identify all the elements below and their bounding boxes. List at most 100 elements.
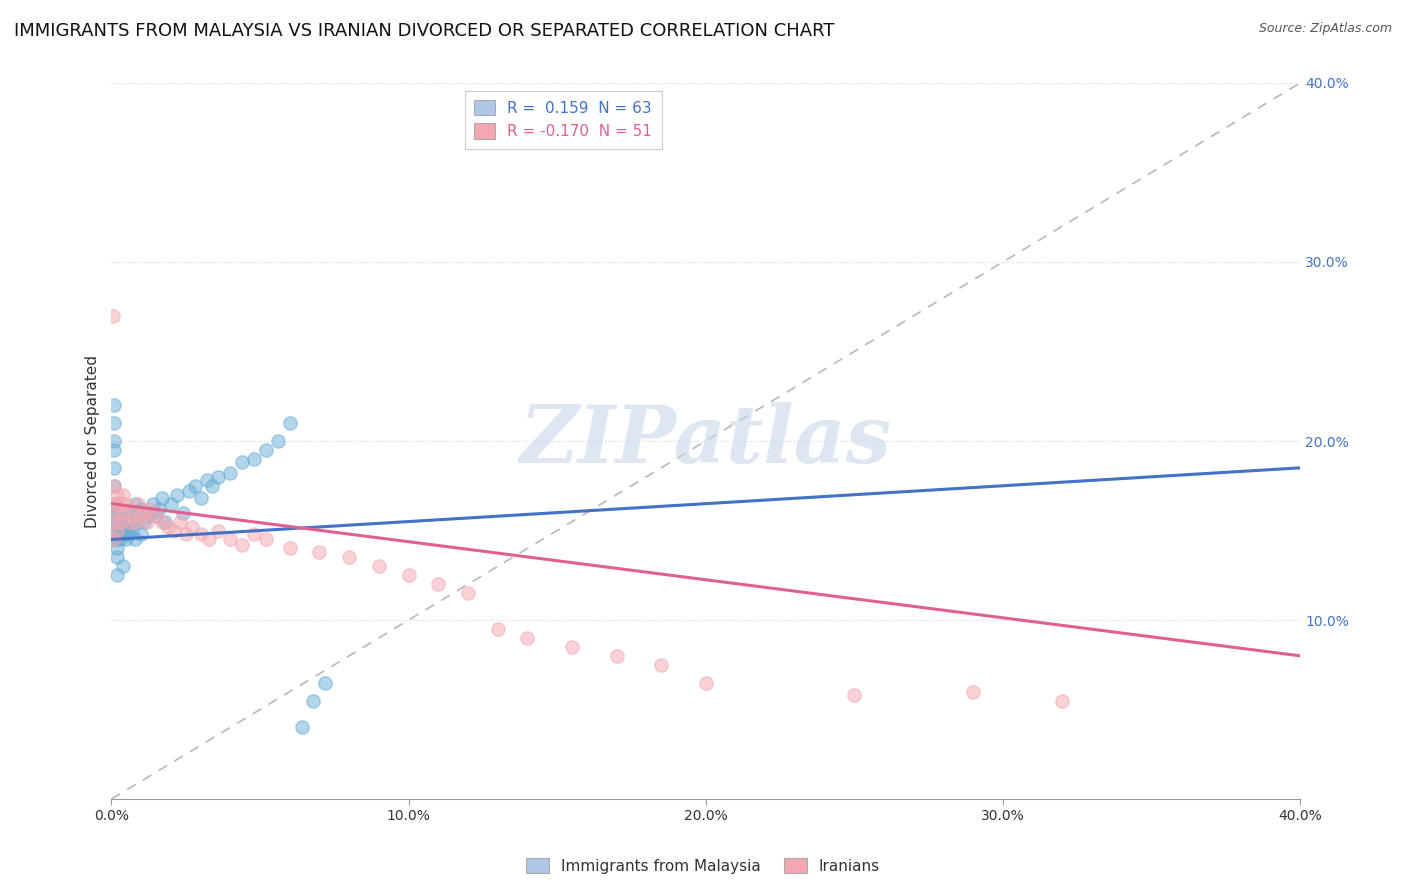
Point — [115, 497, 138, 511]
Point — [110, 515, 132, 529]
Point — [457, 586, 479, 600]
Point — [105, 568, 128, 582]
Point — [254, 442, 277, 457]
Point — [115, 533, 138, 547]
Y-axis label: Divorced or Separated: Divorced or Separated — [86, 354, 100, 527]
Point — [139, 506, 162, 520]
Text: ZIPatlas: ZIPatlas — [520, 402, 891, 480]
Point — [110, 506, 132, 520]
Point — [337, 550, 360, 565]
Point — [103, 434, 125, 448]
Point — [561, 640, 583, 654]
Point — [302, 693, 325, 707]
Point — [104, 524, 127, 538]
Point — [103, 497, 125, 511]
Point — [156, 520, 179, 534]
Point — [486, 622, 509, 636]
Point — [103, 533, 125, 547]
Point — [1052, 693, 1074, 707]
Point — [132, 506, 155, 520]
Point — [112, 506, 135, 520]
Point — [243, 527, 266, 541]
Point — [169, 515, 191, 529]
Point — [110, 533, 132, 547]
Point — [105, 524, 128, 538]
Point — [190, 491, 212, 506]
Point — [142, 497, 165, 511]
Point — [153, 515, 176, 529]
Point — [267, 434, 290, 448]
Point — [115, 506, 138, 520]
Point — [243, 451, 266, 466]
Point — [129, 509, 152, 524]
Point — [103, 461, 125, 475]
Point — [219, 467, 242, 481]
Point — [219, 533, 242, 547]
Point — [254, 533, 277, 547]
Point — [129, 502, 152, 516]
Point — [136, 515, 159, 529]
Point — [105, 550, 128, 565]
Point — [105, 488, 128, 502]
Point — [127, 497, 149, 511]
Point — [118, 515, 141, 529]
Point — [105, 506, 128, 520]
Point — [136, 509, 159, 524]
Point — [148, 502, 170, 516]
Point — [118, 515, 141, 529]
Point — [112, 527, 135, 541]
Point — [606, 648, 628, 663]
Point — [183, 479, 205, 493]
Point — [180, 520, 202, 534]
Point — [278, 541, 301, 556]
Point — [103, 416, 125, 430]
Point — [150, 515, 173, 529]
Point — [110, 497, 132, 511]
Point — [308, 545, 330, 559]
Point — [145, 509, 167, 524]
Point — [398, 568, 420, 582]
Point — [145, 509, 167, 524]
Point — [121, 506, 143, 520]
Point — [427, 577, 450, 591]
Point — [112, 559, 135, 574]
Point — [124, 497, 146, 511]
Point — [172, 506, 194, 520]
Point — [105, 506, 128, 520]
Point — [132, 515, 155, 529]
Point — [105, 541, 128, 556]
Point — [103, 479, 125, 493]
Point — [207, 524, 229, 538]
Point — [163, 524, 186, 538]
Point — [962, 684, 984, 698]
Point — [291, 721, 314, 735]
Point — [124, 515, 146, 529]
Point — [174, 527, 197, 541]
Legend: Immigrants from Malaysia, Iranians: Immigrants from Malaysia, Iranians — [520, 852, 886, 880]
Point — [127, 515, 149, 529]
Point — [103, 497, 125, 511]
Point — [121, 524, 143, 538]
Point — [103, 479, 125, 493]
Point — [650, 657, 672, 672]
Point — [112, 520, 135, 534]
Point — [201, 479, 224, 493]
Text: IMMIGRANTS FROM MALAYSIA VS IRANIAN DIVORCED OR SEPARATED CORRELATION CHART: IMMIGRANTS FROM MALAYSIA VS IRANIAN DIVO… — [14, 22, 835, 40]
Point — [177, 484, 200, 499]
Point — [198, 533, 221, 547]
Point — [129, 527, 152, 541]
Point — [110, 524, 132, 538]
Point — [139, 502, 162, 516]
Point — [314, 675, 336, 690]
Point — [121, 506, 143, 520]
Point — [103, 398, 125, 412]
Point — [118, 527, 141, 541]
Point — [150, 491, 173, 506]
Point — [103, 533, 125, 547]
Point — [166, 488, 188, 502]
Text: Source: ZipAtlas.com: Source: ZipAtlas.com — [1258, 22, 1392, 36]
Point — [844, 688, 866, 702]
Point — [207, 470, 229, 484]
Point — [231, 455, 253, 469]
Point — [105, 533, 128, 547]
